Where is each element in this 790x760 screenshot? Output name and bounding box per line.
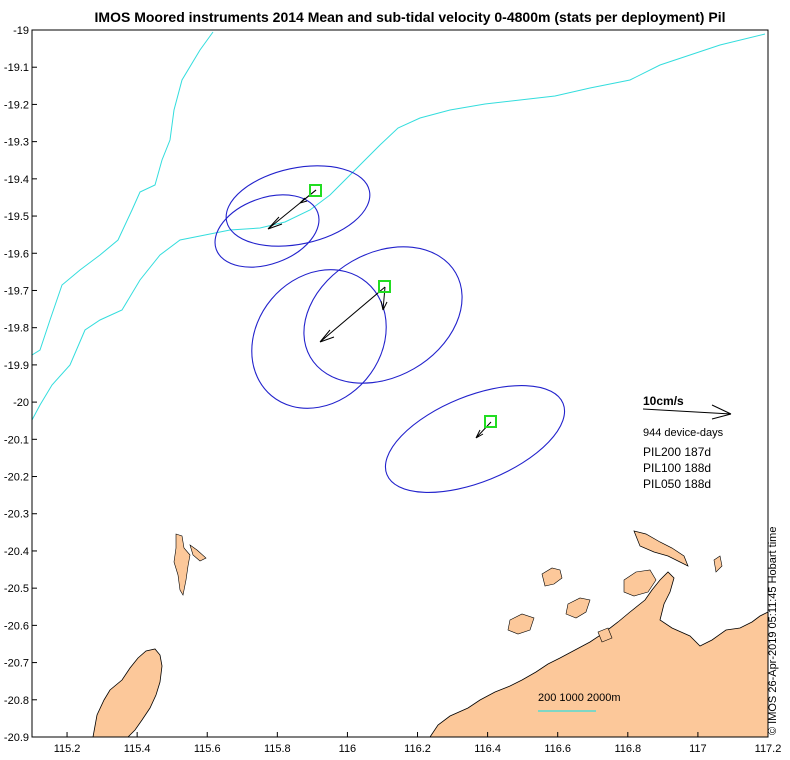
peninsula bbox=[633, 530, 689, 567]
x-tick-label: 115.8 bbox=[264, 743, 291, 755]
y-tick-label: -19.1 bbox=[4, 62, 29, 74]
legend-device-days: 944 device-days bbox=[643, 427, 724, 439]
y-tick-label: -19.7 bbox=[4, 285, 29, 297]
plot-frame bbox=[31, 29, 769, 738]
island-f bbox=[597, 627, 613, 643]
ellipse-pil100-a bbox=[303, 246, 463, 384]
island-b bbox=[565, 597, 591, 619]
y-tick-label: -19.6 bbox=[4, 248, 29, 260]
x-tick-label: 117.2 bbox=[755, 743, 782, 755]
contour-200m bbox=[31, 31, 214, 356]
velocity-arrows bbox=[267, 189, 732, 439]
bathymetry-contours bbox=[31, 31, 766, 421]
y-tick-label: -19.3 bbox=[4, 137, 29, 149]
y-tick-label: -20.1 bbox=[4, 434, 29, 446]
legend-deployment-2: PIL100 188d bbox=[643, 461, 711, 475]
station-pil050[interactable] bbox=[484, 415, 497, 428]
ellipse-pil050 bbox=[384, 385, 566, 493]
y-tick-label: -19.5 bbox=[4, 211, 29, 223]
legend-deployment-3: PIL050 188d bbox=[643, 477, 711, 491]
x-tick-label: 116.6 bbox=[544, 743, 571, 755]
x-tick-label: 116.8 bbox=[614, 743, 641, 755]
ellipse-pil200-b bbox=[214, 194, 320, 268]
y-tick-label: -20.9 bbox=[4, 732, 29, 744]
legend-deployment-1: PIL200 187d bbox=[643, 445, 711, 459]
island-barrow bbox=[92, 648, 163, 738]
x-tick-label: 116.4 bbox=[474, 743, 501, 755]
arrow-pil050-mean bbox=[475, 421, 492, 439]
y-tick-label: -19.2 bbox=[4, 99, 29, 111]
y-tick-label: -19.9 bbox=[4, 360, 29, 372]
y-tick-label: -20.8 bbox=[4, 695, 29, 707]
y-tick-label: -20.7 bbox=[4, 658, 29, 670]
legend-scale-arrow bbox=[642, 404, 732, 420]
y-tick-label: -19.4 bbox=[4, 174, 29, 186]
island-montebello bbox=[173, 533, 191, 596]
depth-legend-label: 200 1000 2000m bbox=[538, 692, 621, 704]
x-tick-label: 115.2 bbox=[54, 743, 81, 755]
arrow-pil100-mean bbox=[380, 286, 388, 311]
y-tick-label: -20 bbox=[13, 397, 29, 409]
x-tick-label: 117 bbox=[689, 743, 707, 755]
y-tick-label: -19.8 bbox=[4, 323, 29, 335]
arrow-pil100-subtidal bbox=[319, 286, 386, 343]
ellipse-pil100-b bbox=[251, 269, 387, 409]
island-e bbox=[713, 555, 723, 573]
y-tick-label: -20.5 bbox=[4, 583, 29, 595]
station-pil200[interactable] bbox=[309, 184, 322, 197]
legend-scale-label: 10cm/s bbox=[643, 394, 684, 408]
contour-1000m bbox=[31, 33, 766, 421]
y-tick-label: -20.3 bbox=[4, 509, 29, 521]
mooring-stations bbox=[309, 184, 497, 428]
variance-ellipses bbox=[214, 165, 566, 493]
island-a bbox=[541, 567, 563, 587]
mainland-coast bbox=[429, 571, 769, 738]
coastline-land bbox=[92, 530, 769, 738]
ellipse-pil200-a bbox=[225, 165, 371, 247]
x-tick-label: 116 bbox=[339, 743, 357, 755]
y-tick-label: -19 bbox=[13, 25, 29, 37]
map-title: IMOS Moored instruments 2014 Mean and su… bbox=[95, 9, 726, 25]
y-tick-label: -20.6 bbox=[4, 620, 29, 632]
x-tick-label: 116.2 bbox=[404, 743, 431, 755]
x-tick-label: 115.4 bbox=[124, 743, 151, 755]
y-tick-label: -20.4 bbox=[4, 546, 29, 558]
station-pil100[interactable] bbox=[378, 280, 391, 293]
island-d bbox=[623, 569, 657, 597]
map-axes: 115.2 115.4 115.6 115.8 116 116.2 116.4 116.6 11… bbox=[4, 25, 781, 755]
island-c bbox=[507, 613, 535, 635]
y-tick-label: -20.2 bbox=[4, 472, 29, 484]
credit-text: © IMOS 26-Apr-2019 05:11:45 Hobart time bbox=[767, 527, 779, 735]
arrow-pil200-mean bbox=[299, 189, 317, 204]
x-tick-label: 115.6 bbox=[194, 743, 221, 755]
island-montebello-east bbox=[189, 544, 207, 562]
